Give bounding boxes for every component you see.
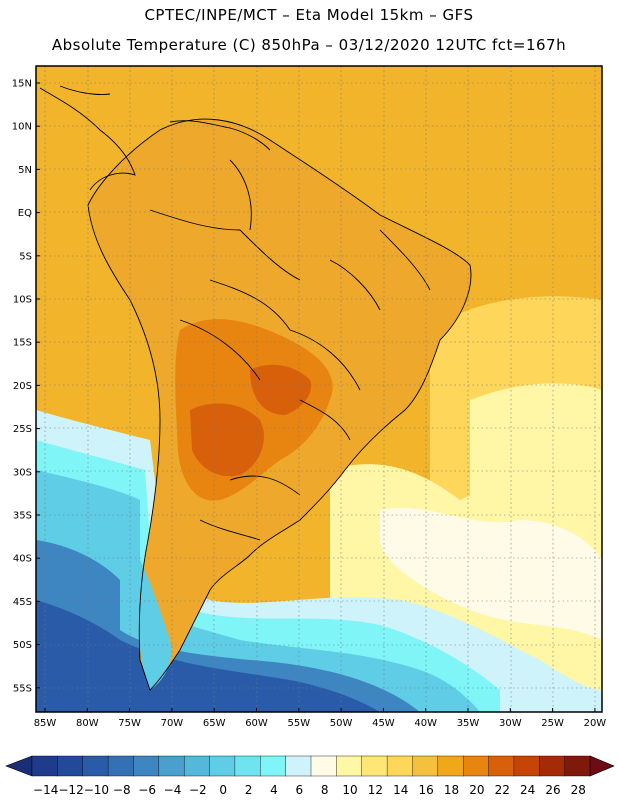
colorbar-swatch (107, 755, 134, 777)
lon-label: 75W (118, 718, 141, 729)
colorbar-label: −8 (113, 783, 131, 797)
colorbar-swatch (183, 755, 211, 777)
colorbar-swatch (539, 755, 566, 777)
lon-label: 65W (203, 718, 226, 729)
lon-label: 45W (372, 718, 395, 729)
latitude-labels: 15N 10N 5N EQ 5S 10S 15S 20S 25S 30S 35S 40S 45S 50S 5… (12, 79, 40, 694)
lat-label: 35S (13, 511, 32, 522)
colorbar-swatch (361, 755, 388, 777)
lat-label: 55S (13, 683, 32, 694)
lat-label: 20S (13, 381, 32, 392)
colorbar-swatch (209, 755, 236, 777)
lat-label: EQ (18, 208, 32, 219)
colorbar-swatch (310, 755, 337, 777)
lat-label: 10S (13, 295, 32, 306)
lat-label: 15N (12, 79, 32, 90)
lat-label: 30S (13, 467, 32, 478)
colorbar-label: 18 (444, 783, 459, 797)
colorbar-label: −12 (58, 783, 83, 797)
colorbar-low-arrow (5, 755, 33, 777)
colorbar-label: 16 (418, 783, 433, 797)
lat-label: 10N (12, 122, 32, 133)
lat-label: 40S (13, 554, 32, 565)
ocean-dark-blue (36, 600, 380, 712)
colorbar-label: 6 (295, 783, 303, 797)
colorbar-swatch (513, 755, 540, 777)
colorbar-label: 14 (393, 783, 408, 797)
colorbar-swatch (386, 755, 413, 777)
lat-label: 15S (13, 338, 32, 349)
colorbar-swatch (133, 755, 160, 777)
colorbar-label: 20 (469, 783, 484, 797)
lon-label: 80W (76, 718, 99, 729)
colorbar-label: 22 (495, 783, 510, 797)
map-title-line-2: Absolute Temperature (C) 850hPa – 03/12/… (51, 36, 567, 54)
colorbar-swatch (488, 755, 515, 777)
colorbar-label: −2 (189, 783, 207, 797)
lat-label: 5N (18, 165, 32, 176)
hot-core-north (250, 364, 311, 415)
colorbar-label: 26 (545, 783, 560, 797)
colorbar-swatch (412, 755, 439, 777)
lon-label: 70W (161, 718, 184, 729)
colorbar-swatch (336, 755, 363, 777)
lat-label: 25S (13, 424, 32, 435)
colorbar-swatch (57, 755, 84, 777)
lat-label: 45S (13, 597, 32, 608)
lon-label: 20W (584, 718, 607, 729)
patagonia-cool (137, 560, 172, 690)
colorbar-label: 4 (270, 783, 278, 797)
longitude-labels: 85W 80W 75W 70W 65W 60W 55W 50W 45W 40W 35W 30W 25W 2… (34, 708, 607, 729)
lon-label: 40W (414, 718, 437, 729)
lat-label: 5S (19, 251, 32, 262)
ocean-cream-band (380, 507, 602, 640)
colorbar-label: 24 (520, 783, 535, 797)
colorbar-label: 8 (321, 783, 329, 797)
colorbar-label: 10 (342, 783, 357, 797)
colorbar-swatch (564, 755, 591, 777)
colorbar-label: −4 (164, 783, 182, 797)
colorbar-swatch (31, 755, 58, 777)
map-frame (35, 65, 603, 713)
colorbar-label: 0 (219, 783, 227, 797)
lon-label: 30W (499, 718, 522, 729)
colorbar-high-arrow (589, 755, 615, 777)
colorbar-swatch (234, 755, 261, 777)
lon-label: 50W (330, 718, 353, 729)
lon-label: 60W (245, 718, 268, 729)
coastlines (39, 85, 472, 691)
colorbar-label: 2 (245, 783, 253, 797)
lon-label: 55W (287, 718, 310, 729)
hottest-core (190, 403, 264, 477)
map-field (36, 66, 602, 712)
colorbar-label: −10 (84, 783, 109, 797)
lat-label: 50S (13, 640, 32, 651)
colorbar: −14 −12 −10 −8 −6 −4 −2 0 2 4 6 8 10 12 14 16 18 20 22 24 26… (5, 755, 615, 797)
colorbar-label: −14 (33, 783, 58, 797)
lon-label: 25W (541, 718, 564, 729)
colorbar-swatch (82, 755, 109, 777)
colorbar-label: −6 (138, 783, 156, 797)
colorbar-swatch (260, 755, 287, 777)
colorbar-swatch (285, 755, 312, 777)
lon-label: 35W (457, 718, 480, 729)
colorbar-swatch (158, 755, 185, 777)
colorbar-swatch (462, 755, 490, 777)
colorbar-label: 12 (368, 783, 383, 797)
colorbar-label: 28 (571, 783, 586, 797)
lon-label: 85W (34, 718, 57, 729)
map-title-line-1: CPTEC/INPE/MCT – Eta Model 15km – GFS (144, 6, 474, 24)
colorbar-swatch (437, 755, 464, 777)
